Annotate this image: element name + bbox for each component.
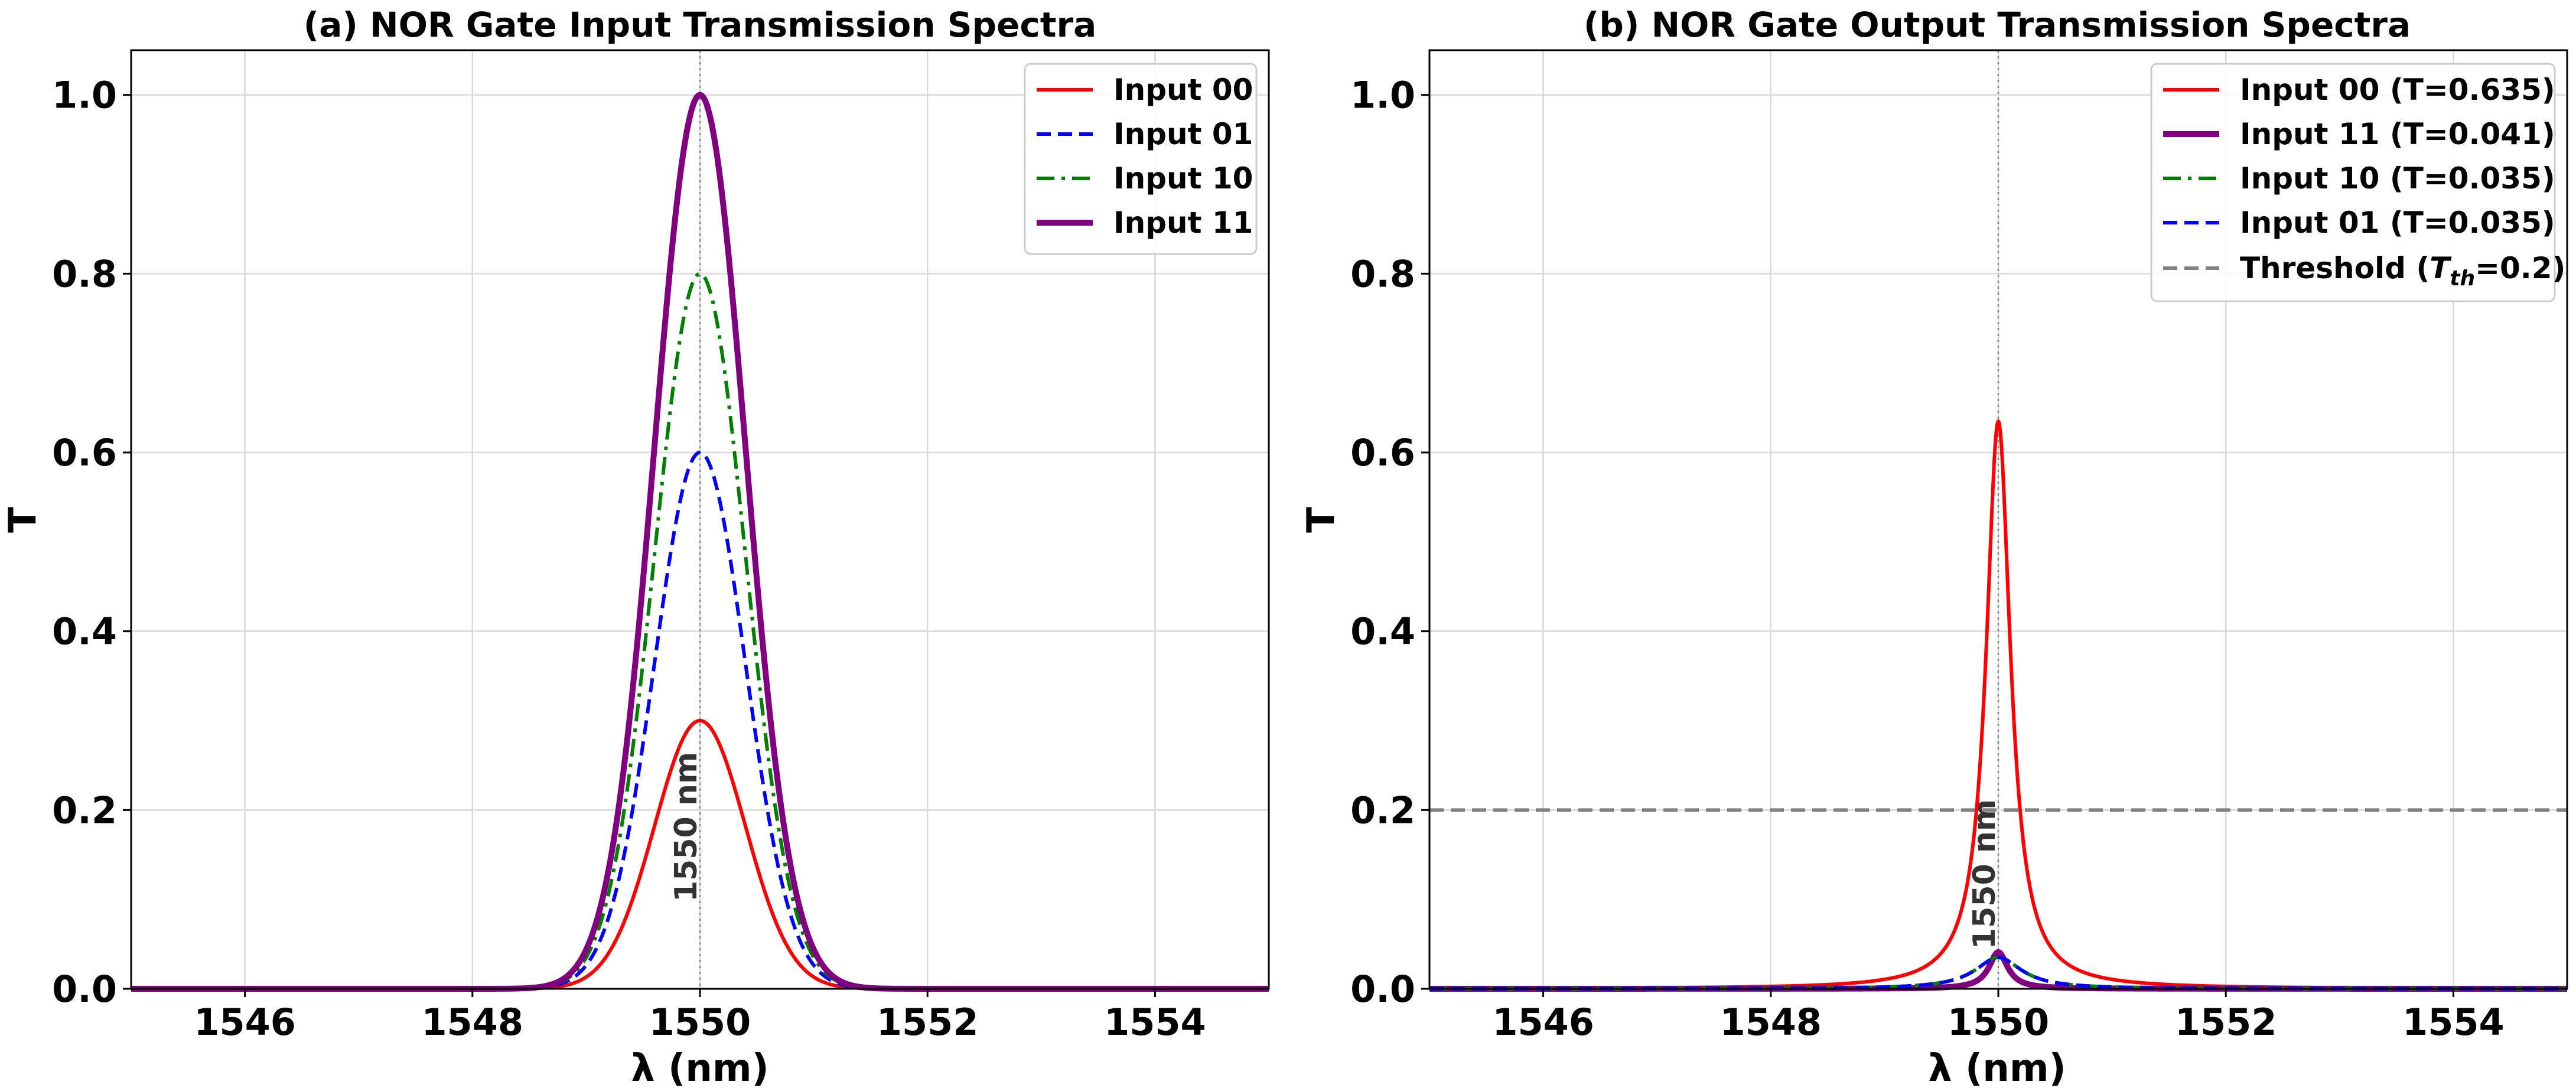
legend-label: Input 10 (T=0.035): [2240, 161, 2555, 196]
y-tick-label: 0.0: [1350, 968, 1415, 1011]
panel-b: (b) NOR Gate Output Transmission Spectra…: [1300, 5, 2570, 1090]
y-tick-label: 0.2: [52, 789, 117, 832]
legend-label: Input 01: [1113, 117, 1253, 151]
y-tick-label: 0.6: [52, 431, 117, 474]
panel-b-ticks: 1546 1548 1550 1552 1554 0.0 0.2 0.4 0.6 0.8 1.0: [1350, 74, 2505, 1044]
legend-entry: Input 11: [1037, 206, 1253, 240]
legend-label: Input 10: [1113, 161, 1253, 196]
legend-entry: Input 00 (T=0.635): [2163, 73, 2555, 107]
y-tick-label: 0.4: [1350, 610, 1415, 653]
y-tick-label: 0.8: [52, 252, 117, 295]
panel-b-ylabel: T: [1300, 507, 1343, 533]
y-tick-label: 1.0: [52, 74, 117, 117]
legend-entry: Input 10: [1037, 161, 1253, 196]
y-tick-label: 0.0: [52, 968, 117, 1011]
panel-a-legend: Input 00 Input 01 Input 10 Input 11: [1024, 63, 1258, 255]
y-tick-label: 0.8: [1350, 252, 1415, 295]
y-tick-label: 0.2: [1350, 789, 1415, 832]
legend-label: Input 11: [1113, 206, 1253, 240]
legend-entry: Threshold (Tth=0.2): [2163, 251, 2565, 291]
panel-b-xlabel: λ (nm): [1928, 1047, 2066, 1090]
y-tick-label: 0.4: [52, 610, 117, 653]
legend-label-threshold: Threshold (Tth=0.2): [2240, 251, 2565, 291]
legend-entry: Input 10 (T=0.035): [2163, 161, 2555, 196]
legend-entry: Input 01: [1037, 117, 1253, 151]
legend-label: Input 01 (T=0.035): [2240, 206, 2555, 240]
panel-a-title: (a) NOR Gate Input Transmission Spectra: [304, 5, 1096, 45]
panel-b-legend: Input 00 (T=0.635) Input 11 (T=0.041) In…: [2150, 63, 2565, 302]
panel-b-title: (b) NOR Gate Output Transmission Spectra: [1584, 5, 2411, 45]
legend-entry: Input 11 (T=0.041): [2163, 117, 2555, 151]
panel-a-center-annotation: 1550 nm: [669, 752, 704, 902]
legend-entry: Input 00: [1037, 73, 1253, 107]
panel-a-xlabel: λ (nm): [631, 1047, 769, 1090]
x-tick-label: 1546: [194, 1001, 296, 1044]
y-tick-label: 1.0: [1350, 74, 1415, 117]
panel-b-legend-box: [2150, 63, 2556, 302]
x-tick-label: 1548: [1720, 1001, 1822, 1044]
x-tick-label: 1550: [1948, 1001, 2050, 1044]
x-tick-label: 1554: [2402, 1001, 2505, 1044]
panel-a-ylabel: T: [1, 507, 45, 533]
x-tick-label: 1552: [877, 1001, 979, 1044]
x-tick-label: 1550: [649, 1001, 751, 1044]
y-tick-label: 0.6: [1350, 431, 1415, 474]
panel-b-center-annotation: 1550 nm: [1967, 799, 2002, 949]
panel-a-legend-box: [1024, 63, 1258, 255]
x-tick-label: 1548: [422, 1001, 524, 1044]
x-tick-label: 1546: [1492, 1001, 1594, 1044]
panel-a-ticks: 1546 1548 1550 1552 1554 0.0 0.2 0.4 0.6 0.8 1.0: [52, 74, 1206, 1044]
legend-label: Input 00 (T=0.635): [2240, 73, 2555, 107]
x-tick-label: 1552: [2175, 1001, 2277, 1044]
legend-label: Input 00: [1113, 73, 1253, 107]
legend-entry: Input 01 (T=0.035): [2163, 206, 2555, 240]
panel-a: (a) NOR Gate Input Transmission Spectra …: [1, 5, 1271, 1090]
x-tick-label: 1554: [1104, 1001, 1206, 1044]
legend-label: Input 11 (T=0.041): [2240, 117, 2555, 151]
